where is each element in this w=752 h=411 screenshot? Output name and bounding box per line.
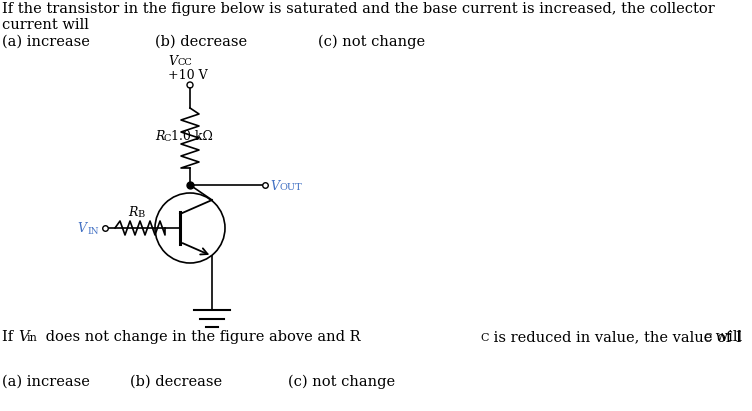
Text: +10 V: +10 V (168, 69, 208, 82)
Text: V: V (168, 55, 177, 68)
Text: (b) decrease: (b) decrease (130, 375, 222, 389)
Text: is reduced in value, the value of I: is reduced in value, the value of I (489, 330, 741, 344)
Text: R: R (128, 206, 138, 219)
Text: (a) increase: (a) increase (2, 375, 90, 389)
Text: If: If (2, 330, 18, 344)
Text: V: V (270, 180, 279, 193)
Text: R: R (155, 130, 165, 143)
Text: IN: IN (87, 227, 99, 236)
Text: (c) not change: (c) not change (288, 375, 395, 389)
Text: does not change in the figure above and R: does not change in the figure above and … (41, 330, 360, 344)
Text: (a) increase: (a) increase (2, 35, 90, 49)
Text: C: C (703, 333, 711, 343)
Text: (b) decrease: (b) decrease (155, 35, 247, 49)
Text: in: in (27, 333, 38, 343)
Text: C: C (480, 333, 489, 343)
Text: OUT: OUT (280, 183, 303, 192)
Text: V: V (18, 330, 29, 344)
Text: C: C (164, 134, 171, 143)
Text: current will: current will (2, 18, 89, 32)
Text: CC: CC (178, 58, 193, 67)
Text: V: V (77, 222, 86, 235)
Text: B: B (137, 210, 144, 219)
Text: (c) not change: (c) not change (318, 35, 425, 49)
Text: If the transistor in the figure below is saturated and the base current is incre: If the transistor in the figure below is… (2, 2, 714, 16)
Text: will: will (711, 330, 742, 344)
Text: 1.0 kΩ: 1.0 kΩ (171, 130, 213, 143)
